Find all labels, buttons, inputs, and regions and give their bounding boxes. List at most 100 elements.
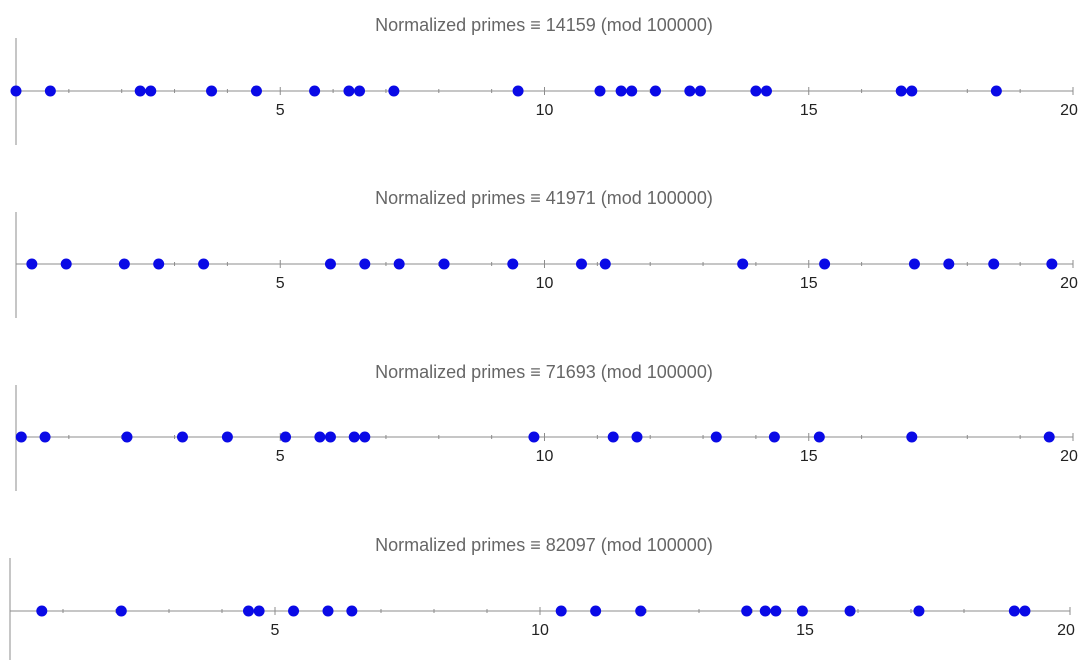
data-point: [906, 431, 918, 443]
data-point: [768, 431, 780, 443]
x-tick-label: 5: [276, 275, 285, 292]
data-point: [1019, 605, 1031, 617]
data-point: [288, 605, 300, 617]
data-point: [590, 605, 602, 617]
x-tick-label: 15: [800, 275, 818, 292]
x-tick-label: 20: [1060, 275, 1078, 292]
data-point: [324, 431, 336, 443]
data-point: [943, 258, 955, 270]
data-point: [250, 85, 262, 97]
data-point: [280, 431, 292, 443]
data-point: [990, 85, 1002, 97]
data-point: [844, 605, 856, 617]
data-point: [176, 431, 188, 443]
data-point: [615, 85, 627, 97]
x-tick-label: 10: [536, 102, 554, 119]
data-point: [60, 258, 72, 270]
data-point: [988, 258, 1000, 270]
data-point: [39, 431, 51, 443]
data-point: [134, 85, 146, 97]
data-point: [635, 605, 647, 617]
data-point: [1046, 258, 1058, 270]
data-point: [770, 605, 782, 617]
data-point: [813, 431, 825, 443]
chart-title: Normalized primes ≡ 41971 (mod 100000): [375, 188, 713, 208]
data-point: [314, 431, 326, 443]
data-point: [631, 431, 643, 443]
data-point: [507, 258, 519, 270]
data-point: [759, 605, 771, 617]
data-point: [118, 258, 130, 270]
chart-title: Normalized primes ≡ 71693 (mod 100000): [375, 362, 713, 382]
data-point: [324, 258, 336, 270]
data-point: [710, 431, 722, 443]
data-point: [121, 431, 133, 443]
data-point: [221, 431, 233, 443]
x-tick-label: 5: [271, 622, 280, 639]
data-point: [913, 605, 925, 617]
x-tick-label: 5: [276, 102, 285, 119]
data-point: [348, 431, 360, 443]
plot-panel-2: Normalized primes ≡ 41971 (mod 100000) 5 1…: [15, 188, 1078, 318]
x-tick-label: 10: [536, 275, 554, 292]
data-point: [26, 258, 38, 270]
data-point: [684, 85, 696, 97]
data-point: [198, 258, 210, 270]
data-point: [153, 258, 165, 270]
data-point: [10, 85, 22, 97]
x-tick-label: 15: [800, 448, 818, 465]
data-point: [438, 258, 450, 270]
plot-panel-1: Normalized primes ≡ 14159 (mod 100000) 5 1…: [10, 15, 1078, 145]
x-tick-label: 15: [800, 102, 818, 119]
data-point: [607, 431, 619, 443]
data-point: [575, 258, 587, 270]
plot-panel-3: Normalized primes ≡ 71693 (mod 100000) 5 1…: [15, 362, 1078, 491]
data-point: [253, 605, 265, 617]
data-point: [895, 85, 907, 97]
data-point: [359, 258, 371, 270]
x-tick-label: 15: [796, 622, 814, 639]
x-tick-label: 20: [1060, 448, 1078, 465]
data-point: [44, 85, 56, 97]
data-point: [393, 258, 405, 270]
data-point: [760, 85, 772, 97]
data-point: [354, 85, 366, 97]
plot-panel-4: Normalized primes ≡ 82097 (mod 100000) 5 1…: [9, 535, 1075, 660]
data-point: [206, 85, 218, 97]
data-point: [115, 605, 127, 617]
data-point: [243, 605, 254, 617]
x-tick-label: 20: [1060, 102, 1078, 119]
data-point: [1008, 605, 1020, 617]
data-point: [594, 85, 606, 97]
data-point: [694, 85, 706, 97]
chart-title: Normalized primes ≡ 82097 (mod 100000): [375, 535, 713, 555]
chart-title: Normalized primes ≡ 14159 (mod 100000): [375, 15, 713, 35]
data-point: [906, 85, 918, 97]
x-tick-label: 10: [531, 622, 549, 639]
x-tick-label: 10: [536, 448, 554, 465]
data-point: [796, 605, 808, 617]
data-point: [737, 258, 749, 270]
data-point: [750, 85, 762, 97]
x-tick-label: 5: [276, 448, 285, 465]
data-point: [322, 605, 334, 617]
data-point: [359, 431, 371, 443]
data-point: [908, 258, 920, 270]
data-point: [15, 431, 27, 443]
x-tick-label: 20: [1057, 622, 1075, 639]
data-point: [626, 85, 638, 97]
data-point: [528, 431, 540, 443]
data-point: [741, 605, 753, 617]
data-point: [819, 258, 831, 270]
data-point: [145, 85, 157, 97]
data-point: [599, 258, 611, 270]
data-point: [309, 85, 321, 97]
data-point: [346, 605, 358, 617]
data-point: [1043, 431, 1055, 443]
data-point: [36, 605, 48, 617]
data-point: [512, 85, 524, 97]
data-point: [649, 85, 661, 97]
data-point: [343, 85, 355, 97]
data-point: [555, 605, 567, 617]
